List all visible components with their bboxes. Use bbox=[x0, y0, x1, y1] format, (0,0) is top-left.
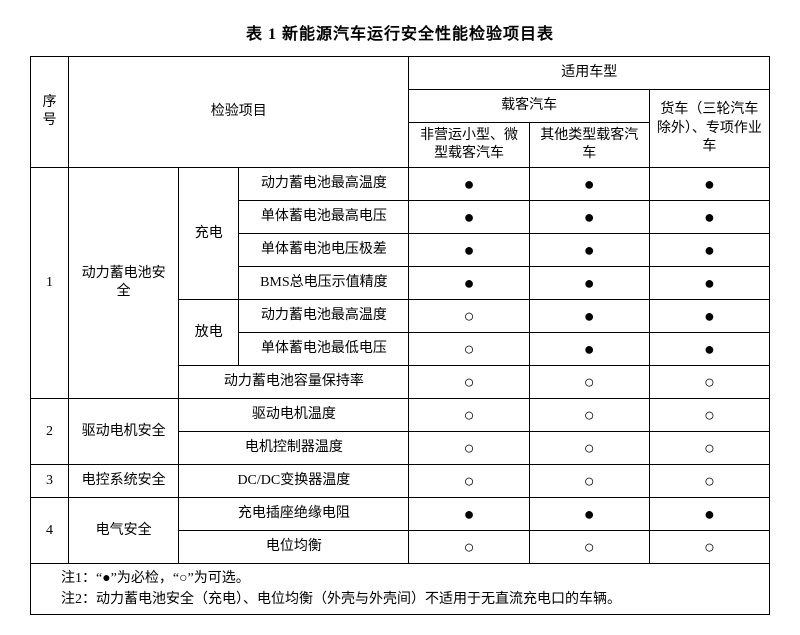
note-2: 注2：动力蓄电池安全（充电）、电位均衡（外壳与外壳间）不适用于无直流充电口的车辆… bbox=[61, 589, 759, 610]
table-row: 3 电控系统安全 DC/DC变换器温度 ○ ○ ○ bbox=[31, 465, 770, 498]
cell-item: 单体蓄电池电压极差 bbox=[239, 234, 409, 267]
header-passenger: 载客汽车 bbox=[409, 90, 649, 123]
header-seq: 序 号 bbox=[31, 57, 69, 168]
note-1: 注1：“●”为必检，“○”为可选。 bbox=[61, 568, 759, 589]
cell-mark: ○ bbox=[649, 366, 769, 399]
table-row: 2 驱动电机安全 驱动电机温度 ○ ○ ○ bbox=[31, 399, 770, 432]
cell-mark: ● bbox=[409, 267, 529, 300]
cell-mark: ● bbox=[529, 498, 649, 531]
cell-mark: ● bbox=[649, 267, 769, 300]
cell-item: 充电插座绝缘电阻 bbox=[179, 498, 409, 531]
cell-mark: ○ bbox=[529, 432, 649, 465]
header-other-passenger: 其他类型载客汽车 bbox=[529, 123, 649, 168]
table-title: 表 1 新能源汽车运行安全性能检验项目表 bbox=[30, 20, 770, 44]
cell-mark: ○ bbox=[409, 465, 529, 498]
cell-mark: ○ bbox=[409, 531, 529, 564]
cell-mark: ○ bbox=[649, 465, 769, 498]
cell-item: 动力蓄电池容量保持率 bbox=[179, 366, 409, 399]
cell-num: 1 bbox=[31, 168, 69, 399]
header-row-1: 序 号 检验项目 适用车型 bbox=[31, 57, 770, 90]
cell-item: BMS总电压示值精度 bbox=[239, 267, 409, 300]
cell-mark: ● bbox=[649, 498, 769, 531]
cell-subcategory: 放电 bbox=[179, 300, 239, 366]
cell-mark: ● bbox=[409, 201, 529, 234]
cell-mark: ● bbox=[409, 498, 529, 531]
table-row: 4 电气安全 充电插座绝缘电阻 ● ● ● bbox=[31, 498, 770, 531]
cell-mark: ● bbox=[649, 201, 769, 234]
cell-mark: ● bbox=[529, 333, 649, 366]
inspection-table: 序 号 检验项目 适用车型 载客汽车 货车（三轮汽车除外）、专项作业车 非营运小… bbox=[30, 56, 770, 615]
cell-item: 单体蓄电池最低电压 bbox=[239, 333, 409, 366]
header-non-operating: 非营运小型、微型载客汽车 bbox=[409, 123, 529, 168]
cell-mark: ● bbox=[649, 234, 769, 267]
cell-mark: ● bbox=[529, 267, 649, 300]
header-vehicle-type: 适用车型 bbox=[409, 57, 770, 90]
cell-mark: ○ bbox=[529, 366, 649, 399]
cell-mark: ● bbox=[409, 168, 529, 201]
cell-category: 动力蓄电池安全 bbox=[69, 168, 179, 399]
cell-item: 驱动电机温度 bbox=[179, 399, 409, 432]
cell-mark: ○ bbox=[409, 366, 529, 399]
cell-item: 动力蓄电池最高温度 bbox=[239, 300, 409, 333]
cell-mark: ○ bbox=[529, 531, 649, 564]
cell-category: 电气安全 bbox=[69, 498, 179, 564]
cell-item: 动力蓄电池最高温度 bbox=[239, 168, 409, 201]
cell-item: 电机控制器温度 bbox=[179, 432, 409, 465]
cell-category: 电控系统安全 bbox=[69, 465, 179, 498]
cell-mark: ○ bbox=[409, 432, 529, 465]
cell-mark: ○ bbox=[649, 531, 769, 564]
notes-cell: 注1：“●”为必检，“○”为可选。 注2：动力蓄电池安全（充电）、电位均衡（外壳… bbox=[31, 564, 770, 615]
header-inspection: 检验项目 bbox=[69, 57, 409, 168]
cell-mark: ● bbox=[649, 300, 769, 333]
cell-mark: ● bbox=[529, 234, 649, 267]
cell-mark: ● bbox=[529, 201, 649, 234]
cell-mark: ● bbox=[649, 333, 769, 366]
table-row: 1 动力蓄电池安全 充电 动力蓄电池最高温度 ● ● ● bbox=[31, 168, 770, 201]
cell-num: 2 bbox=[31, 399, 69, 465]
cell-mark: ○ bbox=[409, 333, 529, 366]
cell-mark: ● bbox=[649, 168, 769, 201]
cell-item: DC/DC变换器温度 bbox=[179, 465, 409, 498]
cell-mark: ○ bbox=[649, 432, 769, 465]
cell-mark: ○ bbox=[649, 399, 769, 432]
cell-mark: ○ bbox=[529, 465, 649, 498]
notes-row: 注1：“●”为必检，“○”为可选。 注2：动力蓄电池安全（充电）、电位均衡（外壳… bbox=[31, 564, 770, 615]
cell-mark: ○ bbox=[409, 300, 529, 333]
cell-mark: ○ bbox=[529, 399, 649, 432]
cell-mark: ● bbox=[529, 300, 649, 333]
cell-item: 单体蓄电池最高电压 bbox=[239, 201, 409, 234]
cell-item: 电位均衡 bbox=[179, 531, 409, 564]
cell-mark: ● bbox=[529, 168, 649, 201]
cell-mark: ● bbox=[409, 234, 529, 267]
cell-num: 3 bbox=[31, 465, 69, 498]
cell-num: 4 bbox=[31, 498, 69, 564]
header-truck: 货车（三轮汽车除外）、专项作业车 bbox=[649, 90, 769, 168]
cell-category: 驱动电机安全 bbox=[69, 399, 179, 465]
cell-subcategory: 充电 bbox=[179, 168, 239, 300]
cell-mark: ○ bbox=[409, 399, 529, 432]
